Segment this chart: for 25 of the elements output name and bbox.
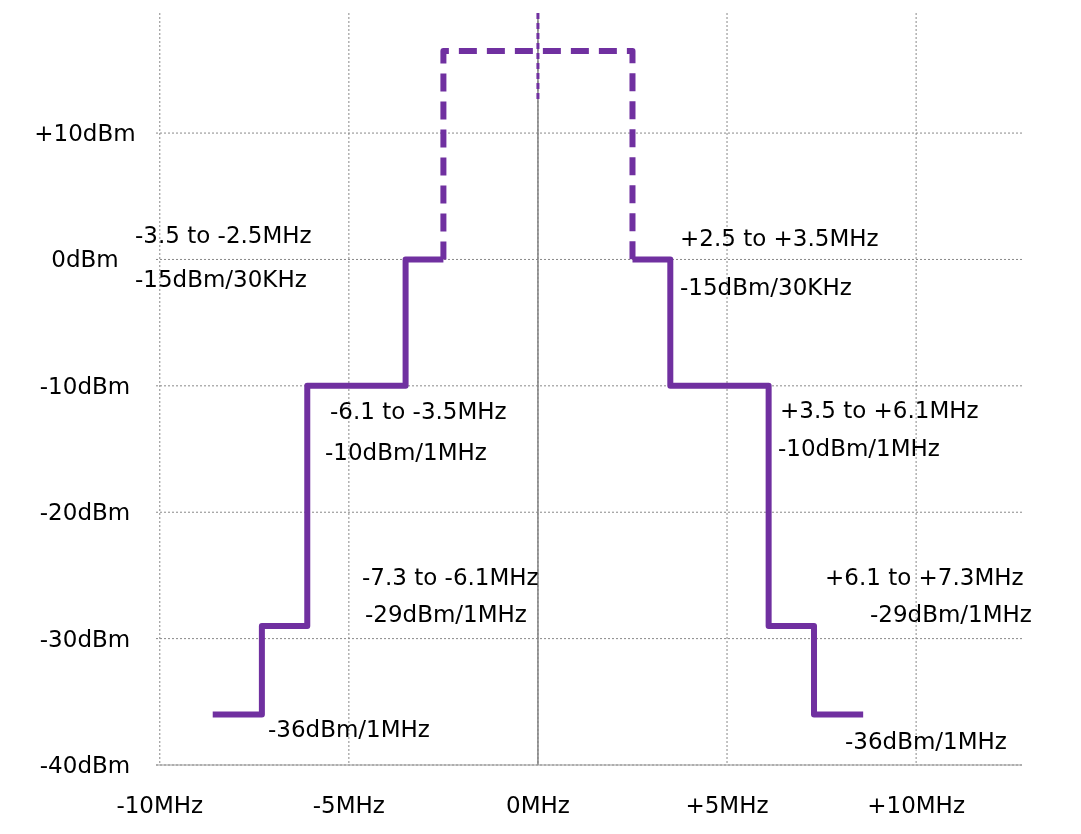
annotation: +2.5 to +3.5MHz bbox=[680, 224, 879, 251]
annotation: -10dBm/1MHz bbox=[778, 434, 940, 461]
annotation: -29dBm/1MHz bbox=[870, 600, 1032, 627]
x-tick-label: -5MHz bbox=[312, 792, 385, 818]
x-tick-label: +10MHz bbox=[867, 792, 965, 818]
annotation: -15dBm/30KHz bbox=[680, 273, 852, 300]
annotation: -36dBm/1MHz bbox=[845, 727, 1007, 754]
annotation: -10dBm/1MHz bbox=[325, 438, 487, 465]
annotation: +3.5 to +6.1MHz bbox=[780, 396, 979, 423]
annotation: -36dBm/1MHz bbox=[268, 715, 430, 742]
annotation: -6.1 to -3.5MHz bbox=[330, 397, 507, 424]
y-tick-label: -10dBm bbox=[39, 372, 131, 399]
annotation: -29dBm/1MHz bbox=[365, 600, 527, 627]
annotation: -7.3 to -6.1MHz bbox=[362, 563, 539, 590]
y-tick-label: -40dBm bbox=[39, 752, 131, 778]
x-tick-label: +5MHz bbox=[685, 792, 769, 818]
y-tick-label: -30dBm bbox=[39, 625, 131, 652]
x-tick-label: -10MHz bbox=[116, 792, 204, 818]
annotation: -3.5 to -2.5MHz bbox=[135, 221, 312, 248]
x-tick-label: 0MHz bbox=[506, 792, 570, 818]
y-tick-label: -20dBm bbox=[39, 499, 131, 526]
y-tick-label: +10dBm bbox=[34, 120, 136, 147]
y-tick-label: 0dBm bbox=[51, 246, 119, 273]
annotation: +6.1 to +7.3MHz bbox=[825, 563, 1024, 590]
annotation: -15dBm/30KHz bbox=[135, 265, 307, 292]
